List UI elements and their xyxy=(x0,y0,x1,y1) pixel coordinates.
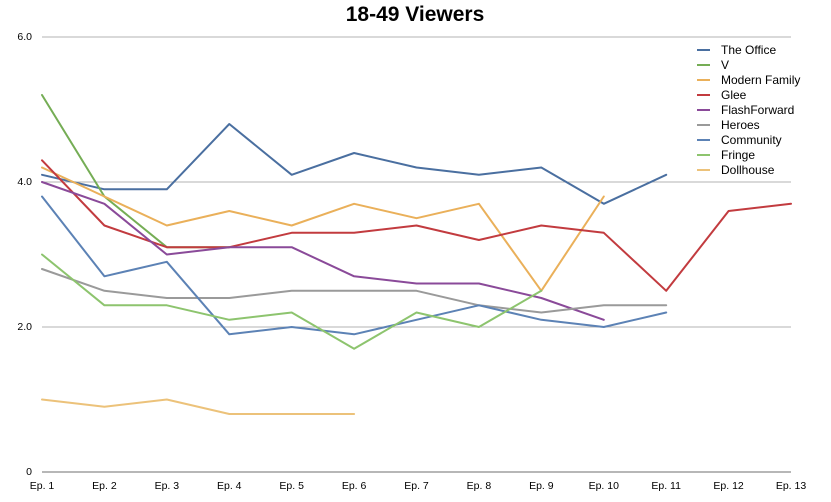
series-lines xyxy=(41,94,792,415)
series-line-the-office xyxy=(41,123,668,205)
x-tick-label: Ep. 10 xyxy=(589,480,620,492)
x-tick-label: Ep. 11 xyxy=(651,480,681,492)
y-tick-label: 4.0 xyxy=(17,176,32,188)
x-tick-label: Ep. 9 xyxy=(529,480,554,492)
x-axis-ticks: Ep. 1 Ep. 2 Ep. 3 Ep. 4 Ep. 5 Ep. 6 Ep. 7 Ep. 8… xyxy=(30,480,807,492)
legend-label-dollhouse: Dollhouse xyxy=(721,163,775,177)
series-line-modern-family xyxy=(41,166,605,292)
legend-label-community: Community xyxy=(721,133,782,147)
series-line-v xyxy=(41,94,231,249)
legend-label-fringe: Fringe xyxy=(721,148,755,162)
gridlines xyxy=(42,36,791,473)
legend-label-glee: Glee xyxy=(721,88,747,102)
y-tick-label: 2.0 xyxy=(17,321,32,333)
legend-label-heroes: Heroes xyxy=(721,118,760,132)
x-tick-label: Ep. 7 xyxy=(404,480,429,492)
x-tick-label: Ep. 6 xyxy=(342,480,367,492)
legend-label-the-office: The Office xyxy=(721,43,776,57)
x-tick-label: Ep. 3 xyxy=(155,480,180,492)
legend-label-v: V xyxy=(721,58,729,72)
x-tick-label: Ep. 12 xyxy=(713,480,744,492)
x-tick-label: Ep. 8 xyxy=(467,480,492,492)
chart-title: 18-49 Viewers xyxy=(346,3,485,26)
y-tick-label: 6.0 xyxy=(17,31,32,43)
x-tick-label: Ep. 1 xyxy=(30,480,55,492)
y-tick-label: 0 xyxy=(26,466,32,478)
series-line-glee xyxy=(41,159,792,292)
y-axis-ticks: 0 2.0 4.0 6.0 xyxy=(17,31,32,478)
legend-label-modern-family: Modern Family xyxy=(721,73,800,87)
series-line-flashforward xyxy=(41,181,605,321)
series-line-dollhouse xyxy=(41,398,356,415)
x-tick-label: Ep. 4 xyxy=(217,480,242,492)
series-line-fringe xyxy=(41,253,543,350)
x-tick-label: Ep. 2 xyxy=(92,480,117,492)
series-line-heroes xyxy=(41,268,668,314)
legend-label-flashforward: FlashForward xyxy=(721,103,794,117)
x-tick-label: Ep. 5 xyxy=(279,480,304,492)
series-line-community xyxy=(41,195,668,336)
x-tick-label: Ep. 13 xyxy=(776,480,807,492)
